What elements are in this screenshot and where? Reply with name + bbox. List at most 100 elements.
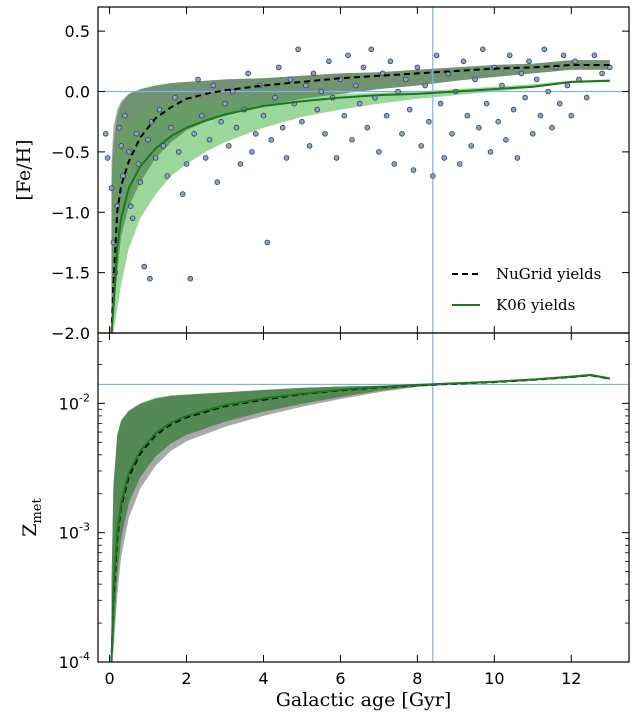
scatter-point <box>545 88 551 95</box>
scatter-point <box>549 124 555 131</box>
scatter-point <box>429 173 436 179</box>
scatter-point <box>352 82 359 89</box>
scatter-point <box>268 137 275 143</box>
scatter-point <box>506 52 513 59</box>
scatter-point <box>356 100 363 107</box>
y-tick-label-exponent: -2 <box>79 391 90 404</box>
scatter-point <box>310 70 317 77</box>
scatter-point <box>449 131 455 137</box>
x-tick-label: 6 <box>335 669 345 688</box>
scatter-point <box>499 82 505 89</box>
y-axis-label: [Fe/H] <box>13 139 35 200</box>
scatter-point <box>572 58 578 65</box>
scatter-point <box>249 149 255 155</box>
scatter-point <box>152 155 159 161</box>
scatter-point <box>206 137 213 143</box>
scatter-point <box>341 112 348 119</box>
scatter-point <box>279 124 286 131</box>
scatter-point <box>264 239 271 246</box>
scatter-point <box>172 94 178 101</box>
band-overlap <box>111 60 610 333</box>
scatter-point <box>218 118 224 125</box>
scatter-point <box>541 46 548 53</box>
scatter-point <box>168 124 174 131</box>
series-line-nugrid <box>110 374 610 662</box>
scatter-point <box>537 112 544 119</box>
scatter-point <box>229 88 236 95</box>
scatter-point <box>318 88 325 95</box>
scatter-point <box>472 76 478 83</box>
scatter-point <box>314 106 321 113</box>
scatter-point <box>137 179 144 185</box>
scatter-point <box>518 70 525 77</box>
y-tick-label: 0.0 <box>65 83 90 102</box>
scatter-point <box>237 161 244 167</box>
y-tick-label-exponent: -4 <box>79 650 90 663</box>
scatter-point <box>333 155 340 161</box>
scatter-point <box>418 143 425 149</box>
band-k06 <box>111 374 610 662</box>
scatter-point <box>426 118 432 125</box>
axes-frame <box>97 332 630 663</box>
scatter-point <box>156 106 163 113</box>
y-tick-label-base: 10 <box>59 524 79 543</box>
y-tick-label: 10-4 <box>59 650 90 672</box>
scatter-point <box>360 64 367 71</box>
scatter-point <box>133 131 140 137</box>
scatter-point <box>145 137 151 143</box>
scatter-point <box>533 76 540 83</box>
scatter-point <box>526 58 532 65</box>
plot-area <box>98 7 629 333</box>
scatter-point <box>422 82 428 89</box>
scatter-point <box>583 94 590 101</box>
scatter-point <box>395 88 401 95</box>
scatter-point <box>556 100 563 107</box>
x-tick-label: 8 <box>412 669 422 688</box>
x-tick-label: 2 <box>181 669 191 688</box>
x-tick-label: 4 <box>258 669 268 688</box>
series-line-k06 <box>110 79 610 333</box>
scatter-point <box>275 64 282 71</box>
scatter-point <box>141 263 148 270</box>
scatter-point <box>503 137 509 143</box>
scatter-point <box>464 112 471 119</box>
y-axis-label: Zmet <box>19 498 45 537</box>
scatter-point <box>202 155 209 161</box>
y-axis-label-subscript: met <box>30 498 45 524</box>
scatter-point <box>183 161 190 167</box>
scatter-point <box>514 155 521 161</box>
y-tick-label: 0.5 <box>65 22 90 41</box>
series-line-k06 <box>110 373 610 662</box>
legend-label-nugrid: NuGrid yields <box>496 265 601 283</box>
scatter-point <box>122 112 128 119</box>
scatter-point <box>376 149 382 155</box>
y-tick-label-exponent: -3 <box>79 521 90 534</box>
scatter-point <box>441 155 448 161</box>
scatter-point <box>487 149 494 155</box>
scatter-point <box>222 100 228 107</box>
scatter-point <box>260 112 267 119</box>
x-tick-label: 0 <box>104 669 114 688</box>
scatter-point <box>283 155 290 161</box>
scatter-point <box>510 106 517 113</box>
scatter-point <box>349 137 355 143</box>
scatter-point <box>456 161 463 167</box>
x-tick-label: 10 <box>484 669 504 688</box>
scatter-point <box>164 173 171 179</box>
scatter-point <box>287 76 294 83</box>
scatter-point <box>126 149 132 155</box>
scatter-point <box>214 179 221 185</box>
scatter-point <box>345 52 351 59</box>
scatter-point <box>179 191 186 197</box>
y-tick-label: −1.0 <box>51 203 90 222</box>
scatter-point <box>302 82 309 89</box>
scatter-point <box>406 106 413 113</box>
scatter-point <box>102 131 109 137</box>
y-axis-label-main: Z <box>19 524 41 537</box>
scatter-point <box>599 70 605 77</box>
scatter-point <box>606 64 613 71</box>
scatter-point <box>591 52 598 59</box>
scatter-point <box>476 124 482 131</box>
y-tick-label: −1.5 <box>51 264 90 283</box>
